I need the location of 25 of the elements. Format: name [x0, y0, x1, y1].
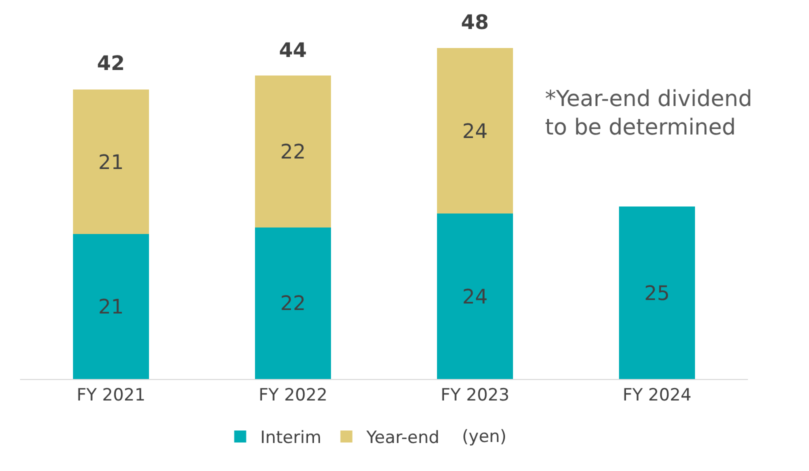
x-tick-label: FY 2024 [622, 385, 692, 406]
data-label: 21 [98, 294, 124, 319]
data-label: 25 [644, 280, 670, 305]
data-label: 24 [462, 118, 488, 143]
legend-label: Interim [260, 428, 322, 448]
total-label: 48 [461, 10, 489, 34]
bar [254, 227, 332, 379]
bar [72, 89, 150, 234]
x-tick-label: FY 2023 [440, 385, 510, 406]
data-label: 22 [280, 139, 306, 164]
annotation: *Year-end dividend to be determined [545, 87, 752, 141]
text: (yen) [462, 427, 507, 447]
total-label: 44 [279, 38, 307, 62]
legend-label: Year-end [365, 428, 440, 448]
bar [254, 76, 332, 228]
x-tick-label: FY 2021 [76, 385, 146, 406]
data-label: 24 [462, 284, 488, 308]
total-label: 42 [97, 51, 125, 75]
data-label: 22 [280, 291, 306, 316]
bar [72, 234, 150, 379]
bar [436, 48, 514, 214]
x-tick-label: FY 2022 [258, 385, 328, 406]
data-label: 21 [98, 150, 124, 174]
bar [618, 206, 696, 379]
bar [436, 214, 514, 379]
